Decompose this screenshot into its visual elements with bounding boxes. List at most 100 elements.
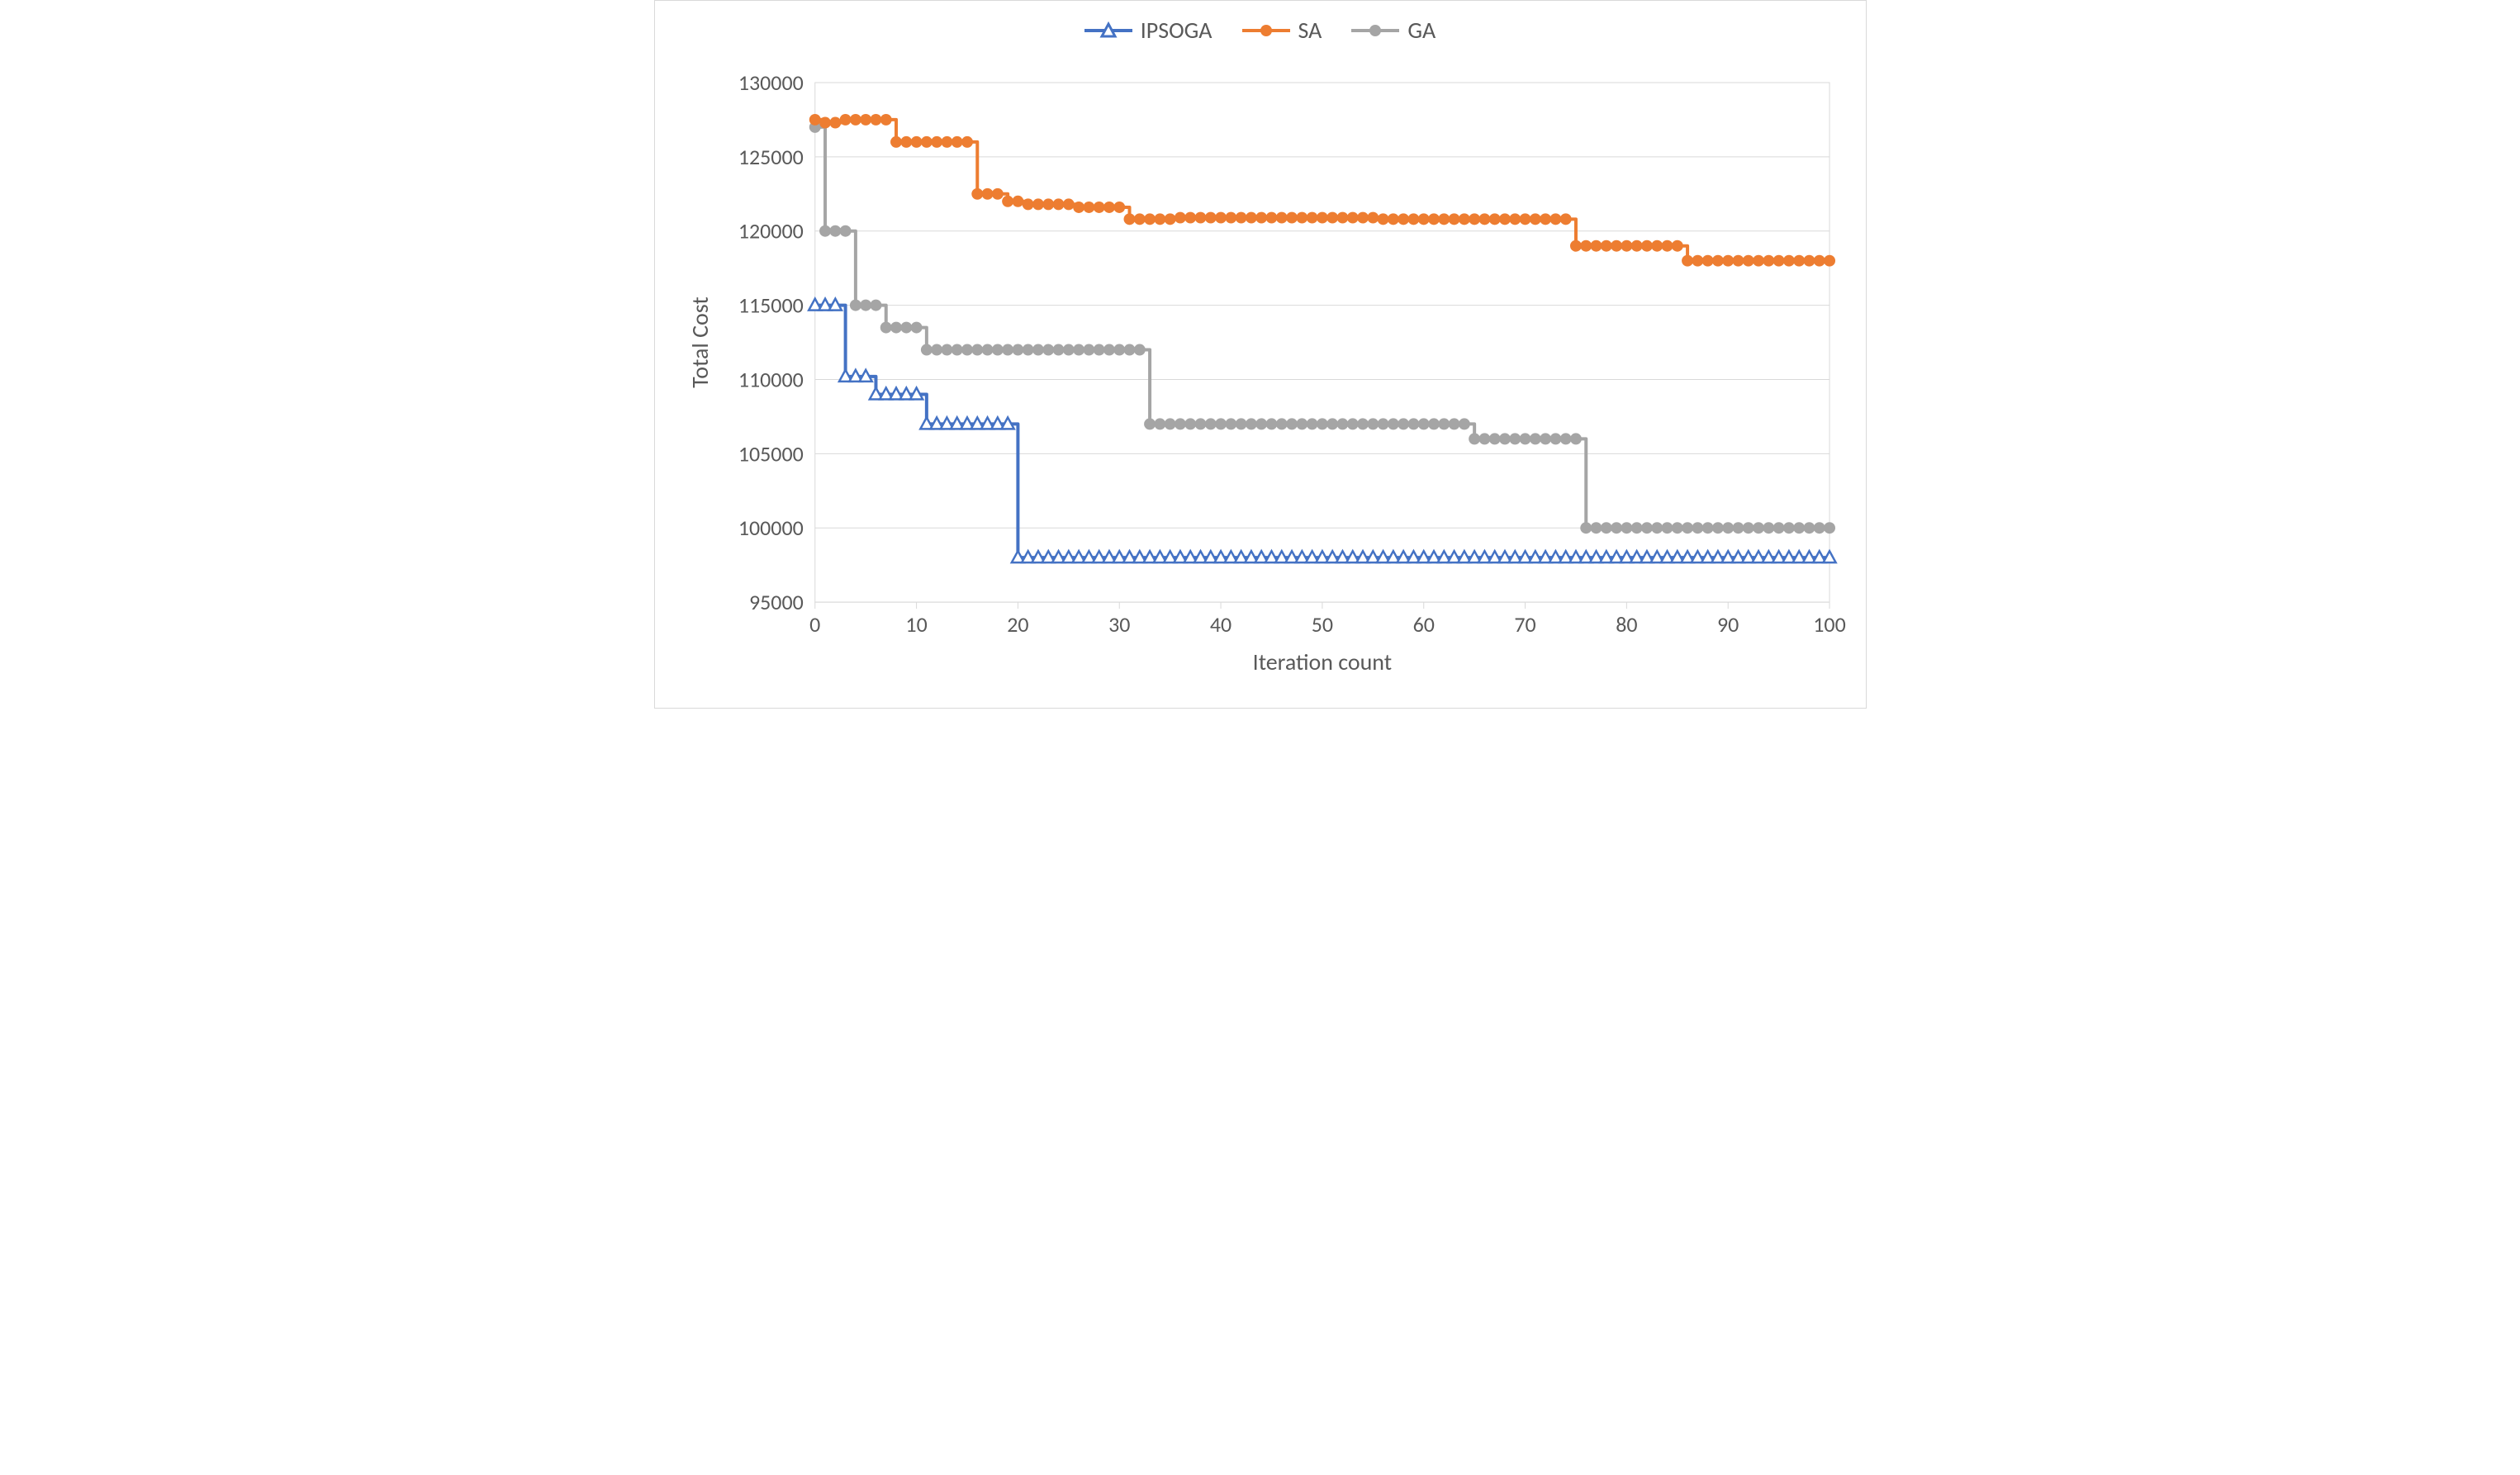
chart-svg: 9500010000010500011000011500012000012500… [675,50,1846,693]
marker-GA [961,344,973,356]
marker-GA [1133,344,1145,356]
marker-GA [1722,522,1734,534]
marker-GA [1184,418,1196,429]
marker-SA [1316,212,1327,224]
marker-SA [1488,213,1500,225]
marker-GA [1773,522,1784,534]
legend-label-ga: GA [1407,16,1436,45]
xtick-label: 20 [1007,611,1028,638]
marker-GA [1326,418,1338,429]
ytick-label: 125000 [738,144,803,170]
marker-GA [1032,344,1043,356]
legend-item-sa: SA [1242,16,1322,45]
ytick-label: 100000 [738,515,803,541]
marker-SA [1549,213,1561,225]
marker-SA [1742,255,1754,267]
marker-SA [1184,212,1196,224]
marker-GA [1235,418,1246,429]
marker-GA [1164,418,1175,429]
marker-SA [1478,213,1490,225]
marker-GA [991,344,1003,356]
marker-SA [1357,212,1369,224]
marker-SA [981,188,993,200]
marker-GA [1204,418,1216,429]
xtick-label: 10 [905,611,927,638]
marker-SA [1073,202,1084,213]
marker-GA [890,322,902,334]
marker-GA [829,225,841,237]
marker-SA [1763,255,1774,267]
marker-SA [829,117,841,129]
marker-SA [1498,213,1510,225]
marker-GA [1498,433,1510,444]
marker-GA [1215,418,1227,429]
marker-SA [1732,255,1744,267]
marker-SA [1296,212,1307,224]
marker-GA [1621,522,1632,534]
marker-SA [1398,213,1409,225]
x-axis-label: Iteration count [1252,647,1391,676]
marker-GA [1407,418,1419,429]
marker-GA [1052,344,1064,356]
legend-swatch-ga [1351,21,1399,40]
marker-SA [1062,198,1074,210]
marker-GA [1711,522,1723,534]
marker-GA [1428,418,1440,429]
marker-SA [1692,255,1703,267]
marker-SA [1144,213,1156,225]
marker-GA [981,344,993,356]
legend-label-sa: SA [1298,16,1322,45]
marker-GA [971,344,983,356]
marker-SA [1611,240,1622,252]
marker-GA [1174,418,1185,429]
marker-SA [1002,196,1013,207]
marker-SA [1093,202,1104,213]
marker-GA [1194,418,1206,429]
marker-SA [1113,202,1125,213]
marker-SA [1651,240,1663,252]
marker-GA [1682,522,1693,534]
marker-SA [870,114,881,126]
xtick-label: 40 [1209,611,1231,638]
marker-SA [1103,202,1114,213]
marker-GA [1398,418,1409,429]
marker-SA [1255,212,1267,224]
marker-SA [1448,213,1459,225]
marker-GA [1042,344,1054,356]
marker-GA [1742,522,1754,534]
marker-GA [1600,522,1611,534]
marker-GA [1387,418,1398,429]
marker-GA [1763,522,1774,534]
marker-GA [1367,418,1379,429]
marker-GA [1255,418,1267,429]
marker-GA [1671,522,1682,534]
ytick-label: 110000 [738,366,803,392]
marker-GA [1336,418,1348,429]
xtick-label: 100 [1813,611,1845,638]
marker-GA [839,225,851,237]
marker-SA [900,136,912,148]
marker-SA [1813,255,1825,267]
marker-GA [1509,433,1521,444]
xtick-label: 70 [1514,611,1535,638]
marker-GA [1093,344,1104,356]
marker-SA [961,136,973,148]
ytick-label: 120000 [738,218,803,244]
legend: IPSOGA SA GA [675,16,1846,45]
marker-GA [1692,522,1703,534]
marker-SA [1346,212,1358,224]
marker-SA [1032,198,1043,210]
marker-GA [1793,522,1805,534]
marker-GA [1458,418,1469,429]
marker-SA [971,188,983,200]
marker-SA [1782,255,1794,267]
legend-item-ga: GA [1351,16,1436,45]
marker-SA [1265,212,1277,224]
marker-GA [1469,433,1480,444]
marker-SA [849,114,861,126]
marker-SA [1711,255,1723,267]
marker-SA [1529,213,1540,225]
marker-GA [1113,344,1125,356]
marker-SA [1600,240,1611,252]
legend-label-ipsoga: IPSOGA [1141,16,1213,45]
